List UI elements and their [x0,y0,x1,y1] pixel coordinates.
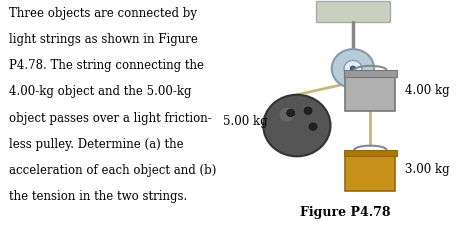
Circle shape [304,108,312,115]
Circle shape [287,110,295,117]
Text: 4.00 kg: 4.00 kg [405,83,450,96]
FancyBboxPatch shape [344,150,397,157]
FancyBboxPatch shape [315,2,390,23]
Text: less pulley. Determine (a) the: less pulley. Determine (a) the [9,137,184,150]
Circle shape [332,50,374,89]
Circle shape [309,123,317,131]
Circle shape [263,95,330,157]
Text: Figure P4.78: Figure P4.78 [300,205,391,218]
Circle shape [350,67,355,72]
FancyBboxPatch shape [344,71,397,77]
Text: object passes over a light friction-: object passes over a light friction- [9,111,212,124]
Text: 5.00 kg: 5.00 kg [223,115,268,128]
Text: the tension in the two strings.: the tension in the two strings. [9,190,188,202]
Circle shape [344,61,362,77]
Text: acceleration of each object and (b): acceleration of each object and (b) [9,163,217,176]
Circle shape [279,109,294,122]
FancyBboxPatch shape [345,72,395,112]
Text: 3.00 kg: 3.00 kg [405,163,450,176]
Text: P4.78. The string connecting the: P4.78. The string connecting the [9,59,204,72]
Text: 4.00-kg object and the 5.00-kg: 4.00-kg object and the 5.00-kg [9,85,192,98]
Text: light strings as shown in Figure: light strings as shown in Figure [9,33,198,46]
Text: Three objects are connected by: Three objects are connected by [9,7,197,20]
FancyBboxPatch shape [345,152,395,191]
